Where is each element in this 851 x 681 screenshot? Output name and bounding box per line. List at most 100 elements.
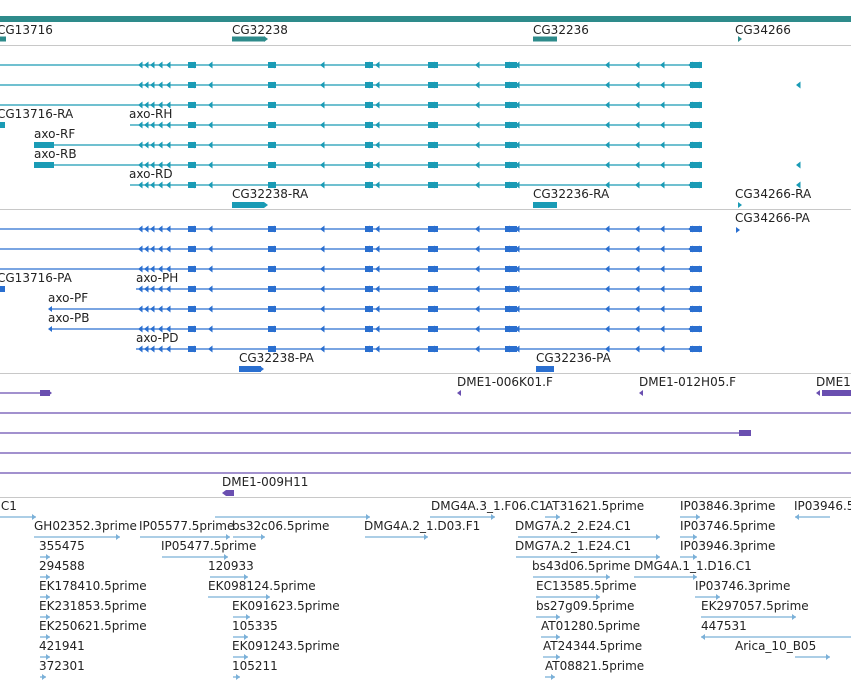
- strand-arrow-icon: [660, 265, 665, 273]
- strand-arrow-icon: [635, 61, 640, 69]
- gene-label-cg13716[interactable]: CG13716: [0, 23, 53, 37]
- strand-arrow-icon: [375, 121, 380, 129]
- strand-arrow-icon: [138, 61, 143, 69]
- est-label[interactable]: 421941: [39, 639, 85, 653]
- strand-arrow-icon: [795, 514, 799, 520]
- est-label[interactable]: IP05477.5prime: [161, 539, 257, 553]
- strand-arrow-icon: [475, 265, 480, 273]
- exon-block: [428, 326, 438, 332]
- est-label[interactable]: AT01280.5prime: [541, 619, 641, 633]
- est-label[interactable]: 294588: [39, 559, 85, 573]
- strand-arrow-icon: [660, 181, 665, 189]
- strand-arrow-icon: [738, 36, 742, 42]
- est-label[interactable]: IP03946.5: [794, 499, 851, 513]
- est-label[interactable]: DMG7A.2_2.E24.C1: [515, 519, 632, 533]
- est-label[interactable]: bs32c06.5prime: [232, 519, 330, 533]
- protein-label-axo-ph[interactable]: axo-PH: [136, 271, 179, 285]
- strand-arrow-icon: [138, 121, 143, 129]
- clone-label-dme1-009h11[interactable]: DME1-009H11: [222, 475, 309, 489]
- est-label[interactable]: DMG4A.3_1.F06.C1: [431, 499, 547, 513]
- clone-label-dme1[interactable]: DME1: [816, 375, 851, 389]
- exon-block: [505, 142, 517, 148]
- est-label[interactable]: 355475: [39, 539, 85, 553]
- est-label[interactable]: Arica_10_B05: [735, 639, 817, 653]
- est-label[interactable]: IP05577.5prime: [139, 519, 235, 533]
- strand-arrow-icon: [166, 161, 171, 169]
- transcript-label-axo-rh[interactable]: axo-RH: [129, 107, 173, 121]
- est-label[interactable]: DMG4A.2_1.D03.F1: [364, 519, 481, 533]
- strand-arrow-icon: [320, 345, 325, 353]
- exon-block: [268, 346, 276, 352]
- strand-arrow-icon: [605, 101, 610, 109]
- est-label[interactable]: IP03846.3prime: [680, 499, 776, 513]
- strand-arrow-icon: [158, 141, 163, 149]
- gene-label-cg32238[interactable]: CG32238: [232, 23, 288, 37]
- strand-arrow-icon: [226, 534, 230, 540]
- transcript-label-cg34266-ra[interactable]: CG34266-RA: [735, 187, 812, 201]
- strand-arrow-icon: [158, 305, 163, 313]
- exon-block: [533, 202, 557, 208]
- strand-arrow-icon: [166, 345, 171, 353]
- transcript-label-cg32236-ra[interactable]: CG32236-RA: [533, 187, 610, 201]
- protein-label-axo-pb[interactable]: axo-PB: [48, 311, 90, 325]
- strand-arrow-icon: [605, 225, 610, 233]
- exon-block: [505, 122, 517, 128]
- est-label[interactable]: bs27g09.5prime: [536, 599, 635, 613]
- exon-block: [365, 162, 373, 168]
- strand-arrow-icon: [158, 325, 163, 333]
- exon-block: [188, 82, 196, 88]
- strand-arrow-icon: [475, 305, 480, 313]
- gene-label-cg34266[interactable]: CG34266: [735, 23, 791, 37]
- est-label[interactable]: bs43d06.5prime: [532, 559, 631, 573]
- est-label[interactable]: AT24344.5prime: [543, 639, 643, 653]
- est-label[interactable]: EK297057.5prime: [701, 599, 809, 613]
- strand-arrow-icon: [208, 225, 213, 233]
- transcript-label-cg13716-ra[interactable]: CG13716-RA: [0, 107, 74, 121]
- strand-arrow-icon: [515, 101, 520, 109]
- est-label[interactable]: EK098124.5prime: [208, 579, 316, 593]
- protein-label-axo-pf[interactable]: axo-PF: [48, 291, 89, 305]
- protein-label-cg32238-pa[interactable]: CG32238-PA: [239, 351, 314, 365]
- est-label[interactable]: 105335: [232, 619, 278, 633]
- clone-label-dme1-012h05[interactable]: DME1-012H05.F: [639, 375, 737, 389]
- protein-label-cg34266-pa[interactable]: CG34266-PA: [735, 211, 810, 225]
- est-label[interactable]: 120933: [208, 559, 254, 573]
- est-label[interactable]: .C1: [0, 499, 17, 513]
- strand-arrow-icon: [635, 101, 640, 109]
- est-label[interactable]: IP03746.5prime: [680, 519, 776, 533]
- gene-label-cg32236[interactable]: CG32236: [533, 23, 589, 37]
- strand-arrow-icon: [375, 345, 380, 353]
- strand-arrow-icon: [158, 81, 163, 89]
- est-label[interactable]: AT31621.5prime: [545, 499, 645, 513]
- strand-arrow-icon: [605, 305, 610, 313]
- est-label[interactable]: 447531: [701, 619, 747, 633]
- est-label[interactable]: 372301: [39, 659, 85, 673]
- est-label[interactable]: EK091243.5prime: [232, 639, 340, 653]
- est-label[interactable]: 105211: [232, 659, 278, 673]
- transcript-label-axo-rd[interactable]: axo-RD: [129, 167, 173, 181]
- clone-label-dme1-006k01[interactable]: DME1-006K01.F: [457, 375, 553, 389]
- transcript-label-axo-rb[interactable]: axo-RB: [34, 147, 77, 161]
- est-label[interactable]: EK250621.5prime: [39, 619, 147, 633]
- est-label[interactable]: DMG7A.2_1.E24.C1: [515, 539, 632, 553]
- strand-arrow-icon: [635, 345, 640, 353]
- est-label[interactable]: IP03746.3prime: [695, 579, 791, 593]
- protein-label-axo-pd[interactable]: axo-PD: [136, 331, 179, 345]
- protein-label-cg13716-pa[interactable]: CG13716-PA: [0, 271, 72, 285]
- transcript-label-axo-rf[interactable]: axo-RF: [34, 127, 76, 141]
- exon-block: [428, 266, 438, 272]
- est-label[interactable]: DMG4A.1_1.D16.C1: [634, 559, 752, 573]
- est-label[interactable]: EK178410.5prime: [39, 579, 147, 593]
- strand-arrow-icon: [46, 554, 50, 560]
- est-label[interactable]: EK231853.5prime: [39, 599, 147, 613]
- est-label[interactable]: EK091623.5prime: [232, 599, 340, 613]
- protein-label-cg32236-pa[interactable]: CG32236-PA: [536, 351, 611, 365]
- est-label[interactable]: IP03946.3prime: [680, 539, 776, 553]
- est-label[interactable]: GH02352.3prime: [34, 519, 137, 533]
- est-label[interactable]: AT08821.5prime: [545, 659, 645, 673]
- transcript-label-cg32238-ra[interactable]: CG32238-RA: [232, 187, 309, 201]
- clone-block: [40, 390, 50, 396]
- est-label[interactable]: EC13585.5prime: [536, 579, 637, 593]
- strand-arrow-icon: [605, 81, 610, 89]
- exon-block: [690, 346, 702, 352]
